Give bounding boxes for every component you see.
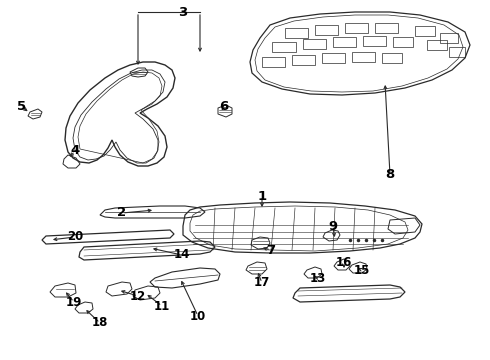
Text: 14: 14 <box>174 248 190 261</box>
Text: 4: 4 <box>71 144 80 158</box>
Text: 13: 13 <box>310 271 326 284</box>
Text: 12: 12 <box>130 289 146 302</box>
Text: 2: 2 <box>118 207 126 220</box>
Text: 19: 19 <box>66 296 82 309</box>
Text: 6: 6 <box>220 100 229 113</box>
Text: 8: 8 <box>385 168 394 181</box>
Text: 1: 1 <box>257 189 267 202</box>
Text: 5: 5 <box>18 100 26 113</box>
Text: 18: 18 <box>92 316 108 329</box>
Text: 9: 9 <box>328 220 338 233</box>
Text: 17: 17 <box>254 276 270 289</box>
Text: 15: 15 <box>354 264 370 276</box>
Text: 20: 20 <box>67 230 83 243</box>
Text: 10: 10 <box>190 310 206 323</box>
Text: 7: 7 <box>267 243 275 256</box>
Text: 11: 11 <box>154 300 170 312</box>
Text: 16: 16 <box>336 256 352 270</box>
Text: 3: 3 <box>178 5 188 18</box>
